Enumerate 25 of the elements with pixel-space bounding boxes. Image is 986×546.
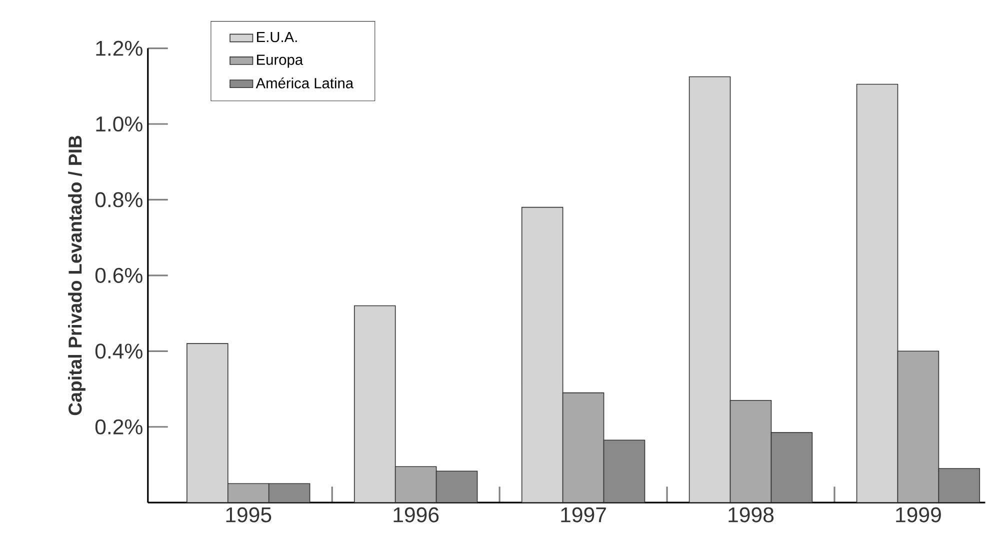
bar: [770, 432, 813, 503]
y-tick-label: 0.2%: [95, 420, 142, 435]
y-axis-title: Capital Privado Levantado / PIB: [68, 136, 86, 416]
x-tick-label: 1997: [561, 508, 606, 523]
y-tick-label: 0.4%: [95, 344, 142, 359]
legend-label: América Latina: [256, 78, 354, 89]
bar: [227, 483, 270, 503]
bar: [562, 392, 604, 503]
x-tick-label: 1995: [226, 508, 272, 523]
bar: [897, 350, 940, 503]
x-tick-label: 1996: [394, 508, 439, 523]
y-tick-label: 0.8%: [95, 192, 142, 208]
bar: [268, 483, 310, 503]
bar: [730, 400, 772, 503]
bar: [938, 468, 980, 503]
y-tick-label: 1.2%: [96, 41, 142, 56]
bar: [394, 466, 437, 503]
x-tick-label: 1998: [728, 508, 774, 523]
legend-label: E.U.A.: [257, 32, 297, 42]
bar: [603, 440, 646, 503]
y-tick-label: 1.0%: [96, 116, 142, 132]
bar: [436, 470, 478, 503]
x-tick-label: 1999: [896, 508, 941, 523]
legend-label: Europa: [257, 54, 304, 68]
y-tick-label: 0.6%: [95, 268, 142, 284]
